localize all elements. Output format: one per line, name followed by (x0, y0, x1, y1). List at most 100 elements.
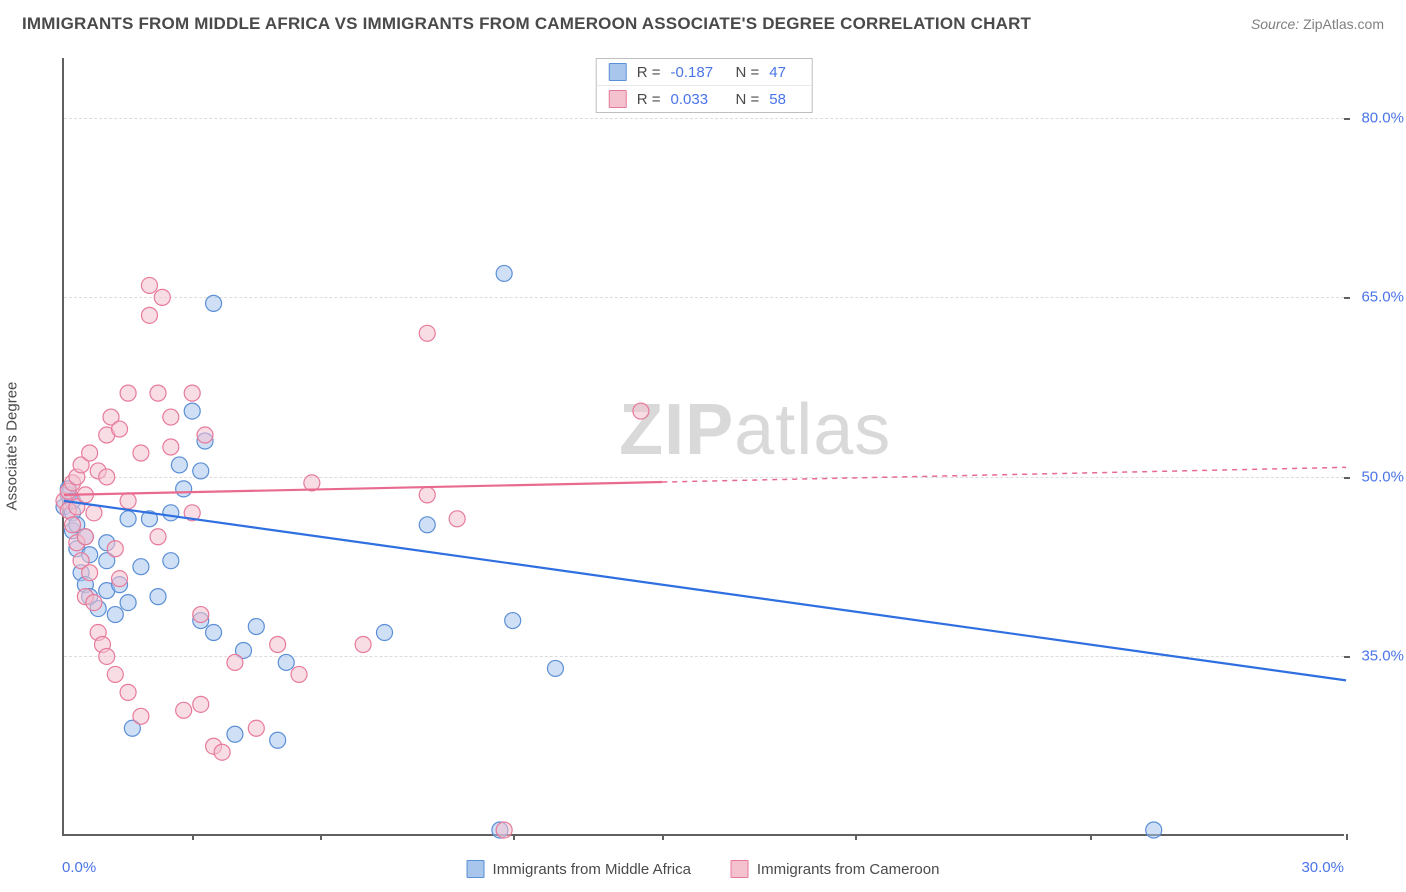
data-point-middle_africa (150, 589, 166, 605)
data-point-cameroon (150, 529, 166, 545)
data-point-middle_africa (248, 619, 264, 635)
data-point-cameroon (163, 409, 179, 425)
x-axis-max-label: 30.0% (1301, 859, 1344, 876)
legend-swatch (467, 860, 485, 878)
source-value: ZipAtlas.com (1303, 16, 1384, 32)
data-point-cameroon (270, 636, 286, 652)
data-point-middle_africa (377, 625, 393, 641)
trend-line-middle_africa (64, 501, 1346, 681)
source-label: Source: (1251, 16, 1299, 32)
y-tick-mark (1344, 297, 1350, 299)
data-point-cameroon (99, 469, 115, 485)
data-point-middle_africa (107, 607, 123, 623)
stats-legend-box: R = -0.187 N = 47 R = 0.033 N = 58 (596, 58, 813, 113)
stats-swatch (609, 90, 627, 108)
x-tick-mark (855, 834, 857, 840)
stats-row-middle_africa: R = -0.187 N = 47 (597, 59, 812, 85)
data-point-cameroon (120, 684, 136, 700)
data-point-cameroon (163, 439, 179, 455)
data-point-cameroon (86, 505, 102, 521)
data-point-middle_africa (206, 625, 222, 641)
data-point-middle_africa (163, 505, 179, 521)
x-tick-mark (192, 834, 194, 840)
y-tick-label: 65.0% (1361, 289, 1404, 306)
data-point-cameroon (82, 565, 98, 581)
data-point-middle_africa (1146, 822, 1162, 838)
stats-r-value: -0.187 (671, 64, 726, 81)
y-tick-mark (1344, 477, 1350, 479)
stats-swatch (609, 63, 627, 81)
data-point-cameroon (133, 445, 149, 461)
data-point-cameroon (291, 666, 307, 682)
data-point-middle_africa (547, 660, 563, 676)
legend-item-cameroon: Immigrants from Cameroon (731, 860, 940, 878)
data-point-cameroon (419, 325, 435, 341)
data-point-middle_africa (270, 732, 286, 748)
data-point-cameroon (86, 595, 102, 611)
data-point-cameroon (419, 487, 435, 503)
data-point-cameroon (193, 607, 209, 623)
plot-area: ZIPatlas R =-0.187N =47R =0.033N =58 80.… (62, 58, 1344, 836)
x-tick-mark (662, 834, 664, 840)
legend-item-middle_africa: Immigrants from Middle Africa (467, 860, 691, 878)
data-point-cameroon (141, 277, 157, 293)
data-point-middle_africa (171, 457, 187, 473)
data-point-middle_africa (184, 403, 200, 419)
data-point-cameroon (107, 666, 123, 682)
chart-title: IMMIGRANTS FROM MIDDLE AFRICA VS IMMIGRA… (22, 14, 1031, 34)
stats-r-label: R = (637, 64, 661, 81)
data-point-middle_africa (120, 511, 136, 527)
data-point-cameroon (141, 307, 157, 323)
data-point-middle_africa (419, 517, 435, 533)
data-point-cameroon (107, 541, 123, 557)
data-point-cameroon (150, 385, 166, 401)
data-point-cameroon (193, 696, 209, 712)
data-point-cameroon (120, 385, 136, 401)
y-tick-mark (1344, 656, 1350, 658)
data-point-cameroon (633, 403, 649, 419)
stats-r-value: 0.033 (671, 91, 726, 108)
data-point-cameroon (133, 708, 149, 724)
data-point-cameroon (197, 427, 213, 443)
data-point-middle_africa (133, 559, 149, 575)
stats-r-label: R = (637, 91, 661, 108)
data-point-cameroon (154, 289, 170, 305)
legend-swatch (731, 860, 749, 878)
y-tick-label: 50.0% (1361, 468, 1404, 485)
stats-n-value: 58 (769, 91, 799, 108)
data-point-cameroon (248, 720, 264, 736)
trend-line-dashed-cameroon (662, 467, 1346, 482)
data-point-middle_africa (176, 481, 192, 497)
x-axis-min-label: 0.0% (62, 859, 96, 876)
data-point-middle_africa (278, 654, 294, 670)
data-point-cameroon (449, 511, 465, 527)
data-point-middle_africa (496, 265, 512, 281)
data-point-cameroon (112, 421, 128, 437)
data-point-cameroon (99, 648, 115, 664)
data-point-cameroon (65, 517, 81, 533)
trend-line-cameroon (64, 482, 662, 495)
data-point-cameroon (112, 571, 128, 587)
chart-svg (64, 58, 1344, 834)
y-tick-label: 80.0% (1361, 109, 1404, 126)
x-tick-mark (513, 834, 515, 840)
data-point-cameroon (355, 636, 371, 652)
data-point-cameroon (77, 529, 93, 545)
data-point-cameroon (120, 493, 136, 509)
data-point-middle_africa (120, 595, 136, 611)
stats-n-label: N = (736, 64, 760, 81)
y-tick-label: 35.0% (1361, 648, 1404, 665)
data-point-cameroon (184, 385, 200, 401)
data-point-cameroon (82, 445, 98, 461)
legend-label: Immigrants from Cameroon (757, 861, 940, 878)
x-tick-mark (1090, 834, 1092, 840)
data-point-cameroon (227, 654, 243, 670)
stats-n-label: N = (736, 91, 760, 108)
stats-row-cameroon: R = 0.033 N = 58 (597, 85, 812, 112)
stats-n-value: 47 (769, 64, 799, 81)
data-point-cameroon (214, 744, 230, 760)
data-point-middle_africa (206, 295, 222, 311)
source-attribution: Source: ZipAtlas.com (1251, 16, 1384, 32)
data-point-middle_africa (505, 613, 521, 629)
data-point-cameroon (496, 822, 512, 838)
